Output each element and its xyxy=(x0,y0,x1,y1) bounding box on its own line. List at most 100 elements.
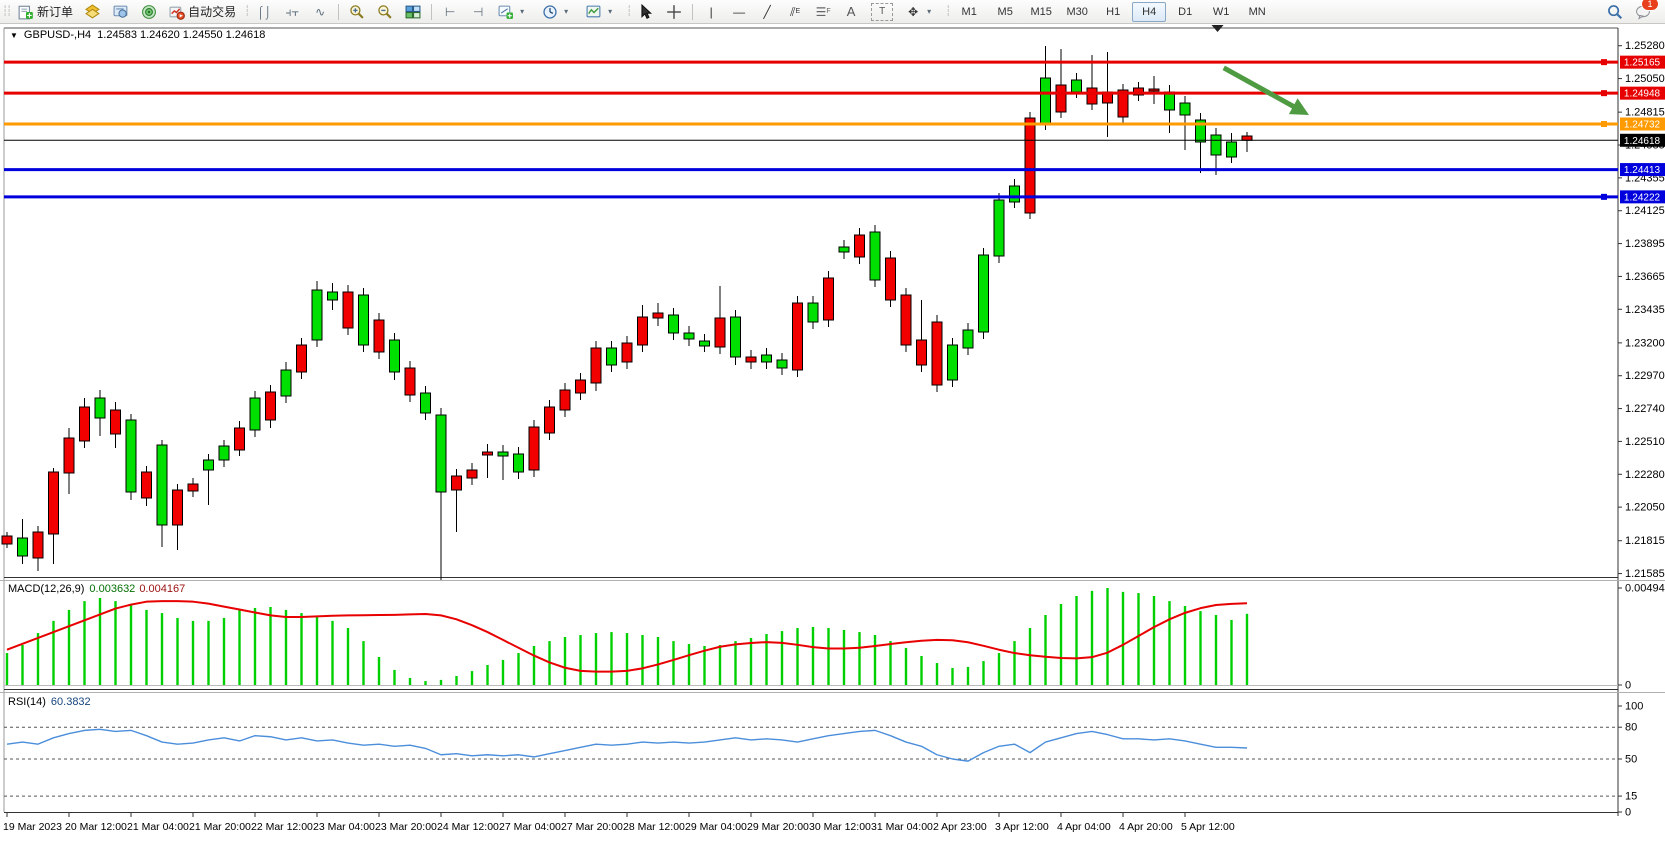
main-toolbar: ┆┆ 新订单 自动交易 ┆ ⌠⌡ ⫞⫟ ∿ ⊢ ⊣ ▾ ▾ ▾ ┆ xyxy=(0,0,1665,24)
trendline-tool-button[interactable]: ╱ xyxy=(754,1,780,23)
horizontal-line-tool-button[interactable]: — xyxy=(726,1,752,23)
macd-histogram-bar xyxy=(1044,615,1047,685)
text-tool-button[interactable]: A xyxy=(838,1,864,23)
bullish-candle xyxy=(513,453,524,473)
bullish-candle xyxy=(761,354,772,363)
period-button[interactable]: ▾ xyxy=(537,1,579,23)
horizontal-line-icon: — xyxy=(733,4,746,19)
tile-windows-button[interactable] xyxy=(400,1,426,23)
auto-trading-label: 自动交易 xyxy=(188,5,237,19)
line-chart-icon: ∿ xyxy=(315,4,326,19)
navigator-button[interactable] xyxy=(108,1,134,23)
equidistant-channel-icon: ⫽ E xyxy=(790,4,801,19)
bullish-candle xyxy=(776,359,788,369)
text-label-tool-button[interactable]: T xyxy=(866,1,898,23)
zoom-in-button[interactable] xyxy=(344,1,370,23)
macd-histogram-bar xyxy=(1183,605,1187,685)
chart-shift-marker-icon[interactable] xyxy=(1211,25,1224,32)
time-axis-label: 4 Apr 20:00 xyxy=(1119,821,1173,833)
macd-histogram-bar xyxy=(408,677,412,685)
bearish-candle xyxy=(1086,87,1098,105)
arrange-vertical-button[interactable]: ⊣ xyxy=(465,1,491,23)
timeframe-button-m15[interactable]: M15 xyxy=(1030,5,1052,18)
bar-chart-mode-button[interactable]: ⌠⌡ xyxy=(251,1,277,23)
macd-histogram-bar xyxy=(982,661,985,685)
macd-histogram-bar xyxy=(393,669,396,685)
bullish-candle xyxy=(807,302,819,323)
bar-chart-icon: ⌠⌡ xyxy=(256,4,272,19)
market-watch-icon xyxy=(85,3,100,19)
timeframe-button-w1[interactable]: W1 xyxy=(1212,5,1230,18)
timeframe-button-m1[interactable]: M1 xyxy=(961,5,977,18)
zoom-out-button[interactable] xyxy=(372,1,398,23)
macd-histogram-bar xyxy=(160,613,164,685)
toolbar-grip: ┆┆ xyxy=(2,6,12,17)
rsi-scale-label: 50 xyxy=(1625,754,1637,766)
timeframe-button-h4[interactable]: H4 xyxy=(1132,1,1167,22)
timeframe-button-m5[interactable]: M5 xyxy=(997,5,1013,18)
macd-histogram-bar xyxy=(315,615,319,685)
bullish-candle xyxy=(311,289,323,341)
notifications-button[interactable]: 1 xyxy=(1630,0,1659,23)
bearish-candle xyxy=(575,379,586,394)
text-icon: A xyxy=(846,4,856,19)
vertical-line-tool-button[interactable]: | xyxy=(698,1,724,23)
macd-histogram-bar xyxy=(207,620,210,685)
timeframe-button-d1[interactable]: D1 xyxy=(1178,5,1193,18)
bearish-candle xyxy=(1133,87,1144,96)
search-icon xyxy=(1608,4,1623,19)
bearish-candle xyxy=(110,409,121,435)
macd-histogram-bar xyxy=(641,635,644,685)
arrows-tool-button[interactable]: ✥ ▾ xyxy=(900,1,942,23)
bearish-candle xyxy=(885,257,896,301)
crosshair-tool-button[interactable] xyxy=(661,1,687,23)
timeframe-button-mn[interactable]: MN xyxy=(1248,5,1266,18)
crosshair-icon xyxy=(667,4,681,19)
bullish-candle xyxy=(683,332,695,340)
candle-chart-mode-button[interactable]: ⫞⫟ xyxy=(279,1,305,23)
timeframe-button-m30[interactable]: M30 xyxy=(1066,5,1088,18)
bearish-candle xyxy=(528,426,540,471)
new-order-button[interactable]: 新订单 xyxy=(13,1,78,23)
market-watch-button[interactable] xyxy=(80,1,106,23)
line-handle[interactable] xyxy=(1601,121,1607,127)
bearish-candle xyxy=(342,291,354,329)
timeframe-button-h1[interactable]: H1 xyxy=(1106,5,1121,18)
price-tick-label: 1.23435 xyxy=(1625,304,1665,316)
macd-histogram-bar xyxy=(486,665,489,685)
line-chart-mode-button[interactable]: ∿ xyxy=(307,1,333,23)
dropdown-caret-icon: ▾ xyxy=(608,6,613,16)
new-chart-button[interactable]: ▾ xyxy=(493,1,535,23)
auto-trading-button[interactable]: 自动交易 xyxy=(164,1,241,23)
price-badge xyxy=(1620,190,1665,204)
zoom-out-icon xyxy=(378,4,392,19)
terminal-icon xyxy=(142,4,156,19)
search-button[interactable] xyxy=(1602,1,1628,23)
terminal-button[interactable] xyxy=(136,1,162,23)
bearish-candle xyxy=(63,437,75,474)
chart-window[interactable]: 1.252801.250501.248151.245851.243551.241… xyxy=(0,24,1665,843)
chart-canvas[interactable]: 1.252801.250501.248151.245851.243551.241… xyxy=(0,24,1665,843)
macd-histogram-bar xyxy=(424,681,427,685)
macd-histogram-bar xyxy=(1028,627,1032,685)
bullish-candle xyxy=(1195,119,1206,143)
bearish-candle xyxy=(1055,84,1067,113)
line-handle[interactable] xyxy=(1601,59,1607,66)
template-button[interactable]: ▾ xyxy=(581,1,623,23)
bullish-candle xyxy=(218,445,230,461)
macd-histogram-bar xyxy=(300,613,303,685)
line-handle[interactable] xyxy=(1601,193,1607,200)
trend-arrow-line[interactable] xyxy=(1222,65,1302,113)
channel-tool-button[interactable]: ⫽ E xyxy=(782,1,808,23)
macd-histogram-bar xyxy=(5,653,9,685)
line-handle[interactable] xyxy=(1601,90,1607,97)
fibonacci-tool-button[interactable]: ☰ F xyxy=(810,1,836,23)
trend-arrow-head-icon[interactable] xyxy=(1288,98,1309,115)
bullish-candle xyxy=(389,339,400,373)
cursor-tool-button[interactable] xyxy=(633,1,659,23)
time-axis-label: 22 Mar 12:00 xyxy=(251,821,313,833)
price-tick-label: 1.21815 xyxy=(1625,535,1665,547)
arrange-charts-button[interactable]: ⊢ xyxy=(437,1,463,23)
price-badge-label: 1.24618 xyxy=(1624,136,1661,147)
price-tick-label: 1.23895 xyxy=(1625,238,1665,250)
